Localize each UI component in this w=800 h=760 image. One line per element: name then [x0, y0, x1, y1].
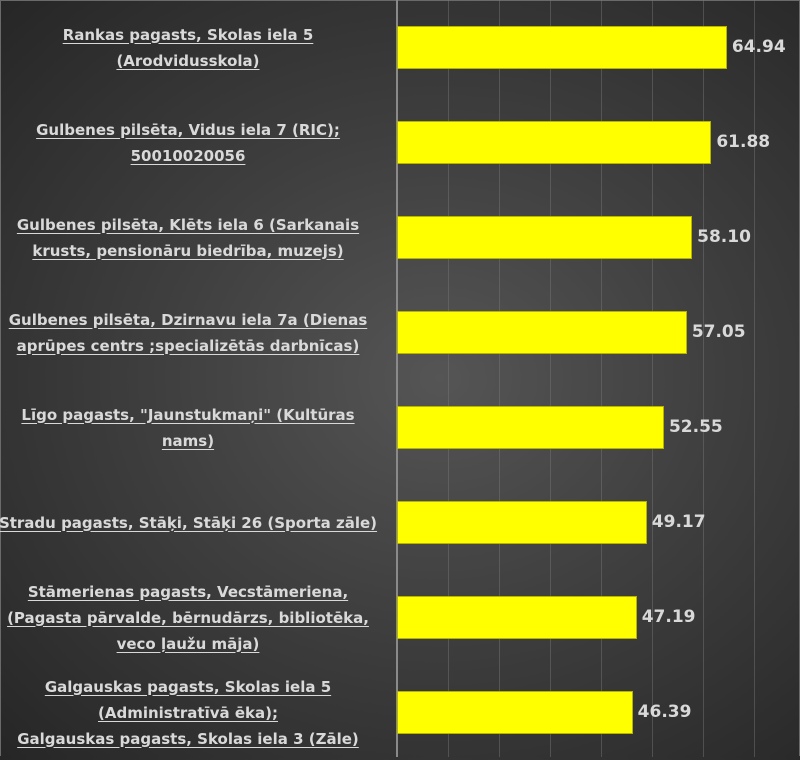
category-label-line: (Pagasta pārvalde, bērnudārzs, bibliotēk… [7, 608, 369, 627]
category-label: Galgauskas pagasts, Skolas iela 5 (Admini… [0, 665, 378, 760]
data-label: 57.05 [691, 322, 746, 342]
bar [397, 311, 687, 354]
category-label-line: veco ļaužu māja) [116, 634, 260, 653]
bar-row: Gulbenes pilsēta, Vidus iela 7 (RIC); 500… [0, 95, 800, 190]
category-label-line: Līgo pagasts, "Jaunstukmaņi" (Kultūras [21, 405, 355, 424]
data-label: 46.39 [637, 702, 692, 722]
category-label-line: Gulbenes pilsēta, Klēts iela 6 (Sarkanai… [16, 215, 360, 234]
bar-row: Līgo pagasts, "Jaunstukmaņi" (Kultūras na… [0, 380, 800, 475]
bar [397, 121, 712, 164]
bar [397, 406, 664, 449]
category-label: Gulbenes pilsēta, Klēts iela 6 (Sarkanai… [0, 190, 378, 285]
data-label: 64.94 [731, 37, 786, 57]
bar-row: Gulbenes pilsēta, Dzirnavu iela 7a (Dien… [0, 285, 800, 380]
gridline [601, 0, 602, 757]
bar-row: Rankas pagasts, Skolas iela 5 (Arodviduss… [0, 0, 800, 95]
category-label-line: Gulbenes pilsēta, Vidus iela 7 (RIC); [36, 120, 340, 139]
gridline [754, 0, 755, 757]
category-label-line: 50010020056 [130, 146, 246, 165]
category-label: Gulbenes pilsēta, Vidus iela 7 (RIC); 500… [0, 95, 378, 190]
category-label-line: Galgauskas pagasts, Skolas iela 3 (Zāle) [17, 729, 359, 748]
data-label: 52.55 [668, 417, 723, 437]
data-label: 58.10 [697, 227, 751, 247]
category-label-line: Galgauskas pagasts, Skolas iela 5 [44, 677, 332, 696]
bar [397, 596, 637, 639]
bar-row: Gulbenes pilsēta, Klēts iela 6 (Sarkanai… [0, 190, 800, 285]
category-label: Stradu pagasts, Stāķi, Stāķi 26 (Sporta … [0, 475, 378, 570]
category-label-line: (Administratīvā ēka); [98, 703, 278, 722]
category-label-line: aprūpes centrs ;specializētās darbnīcas) [16, 336, 360, 355]
data-label: 61.88 [716, 132, 771, 152]
category-label-line: krusts, pensionāru biedrība, muzejs) [32, 241, 344, 260]
bar-row: Stradu pagasts, Stāķi, Stāķi 26 (Sporta … [0, 475, 800, 570]
category-label-line: Rankas pagasts, Skolas iela 5 [62, 25, 314, 44]
y-axis-line [396, 0, 398, 757]
gridline [499, 0, 500, 757]
bar [397, 691, 633, 734]
bar-row: Stāmerienas pagasts, Vecstāmeriena, (Paga… [0, 570, 800, 665]
gridline [652, 0, 653, 757]
category-label-line: Stradu pagasts, Stāķi, Stāķi 26 (Sporta … [0, 513, 378, 532]
category-label: Līgo pagasts, "Jaunstukmaņi" (Kultūras na… [0, 380, 378, 475]
category-label-line: (Arodvidusskola) [116, 51, 260, 70]
gridline [448, 0, 449, 757]
category-label-line: Stāmerienas pagasts, Vecstāmeriena, [27, 582, 349, 601]
category-label-line: nams) [161, 431, 215, 450]
data-label: 47.19 [641, 607, 696, 627]
bar [397, 501, 647, 544]
category-label: Stāmerienas pagasts, Vecstāmeriena, (Paga… [0, 570, 378, 665]
gridline [703, 0, 704, 757]
data-label: 49.17 [651, 512, 706, 532]
category-label: Gulbenes pilsēta, Dzirnavu iela 7a (Dien… [0, 285, 378, 380]
category-label-line: Gulbenes pilsēta, Dzirnavu iela 7a (Dien… [8, 310, 368, 329]
category-label: Rankas pagasts, Skolas iela 5 (Arodviduss… [0, 0, 378, 95]
bar [397, 26, 727, 69]
bar-row: Galgauskas pagasts, Skolas iela 5 (Admini… [0, 665, 800, 760]
gridline [550, 0, 551, 757]
bar [397, 216, 693, 259]
